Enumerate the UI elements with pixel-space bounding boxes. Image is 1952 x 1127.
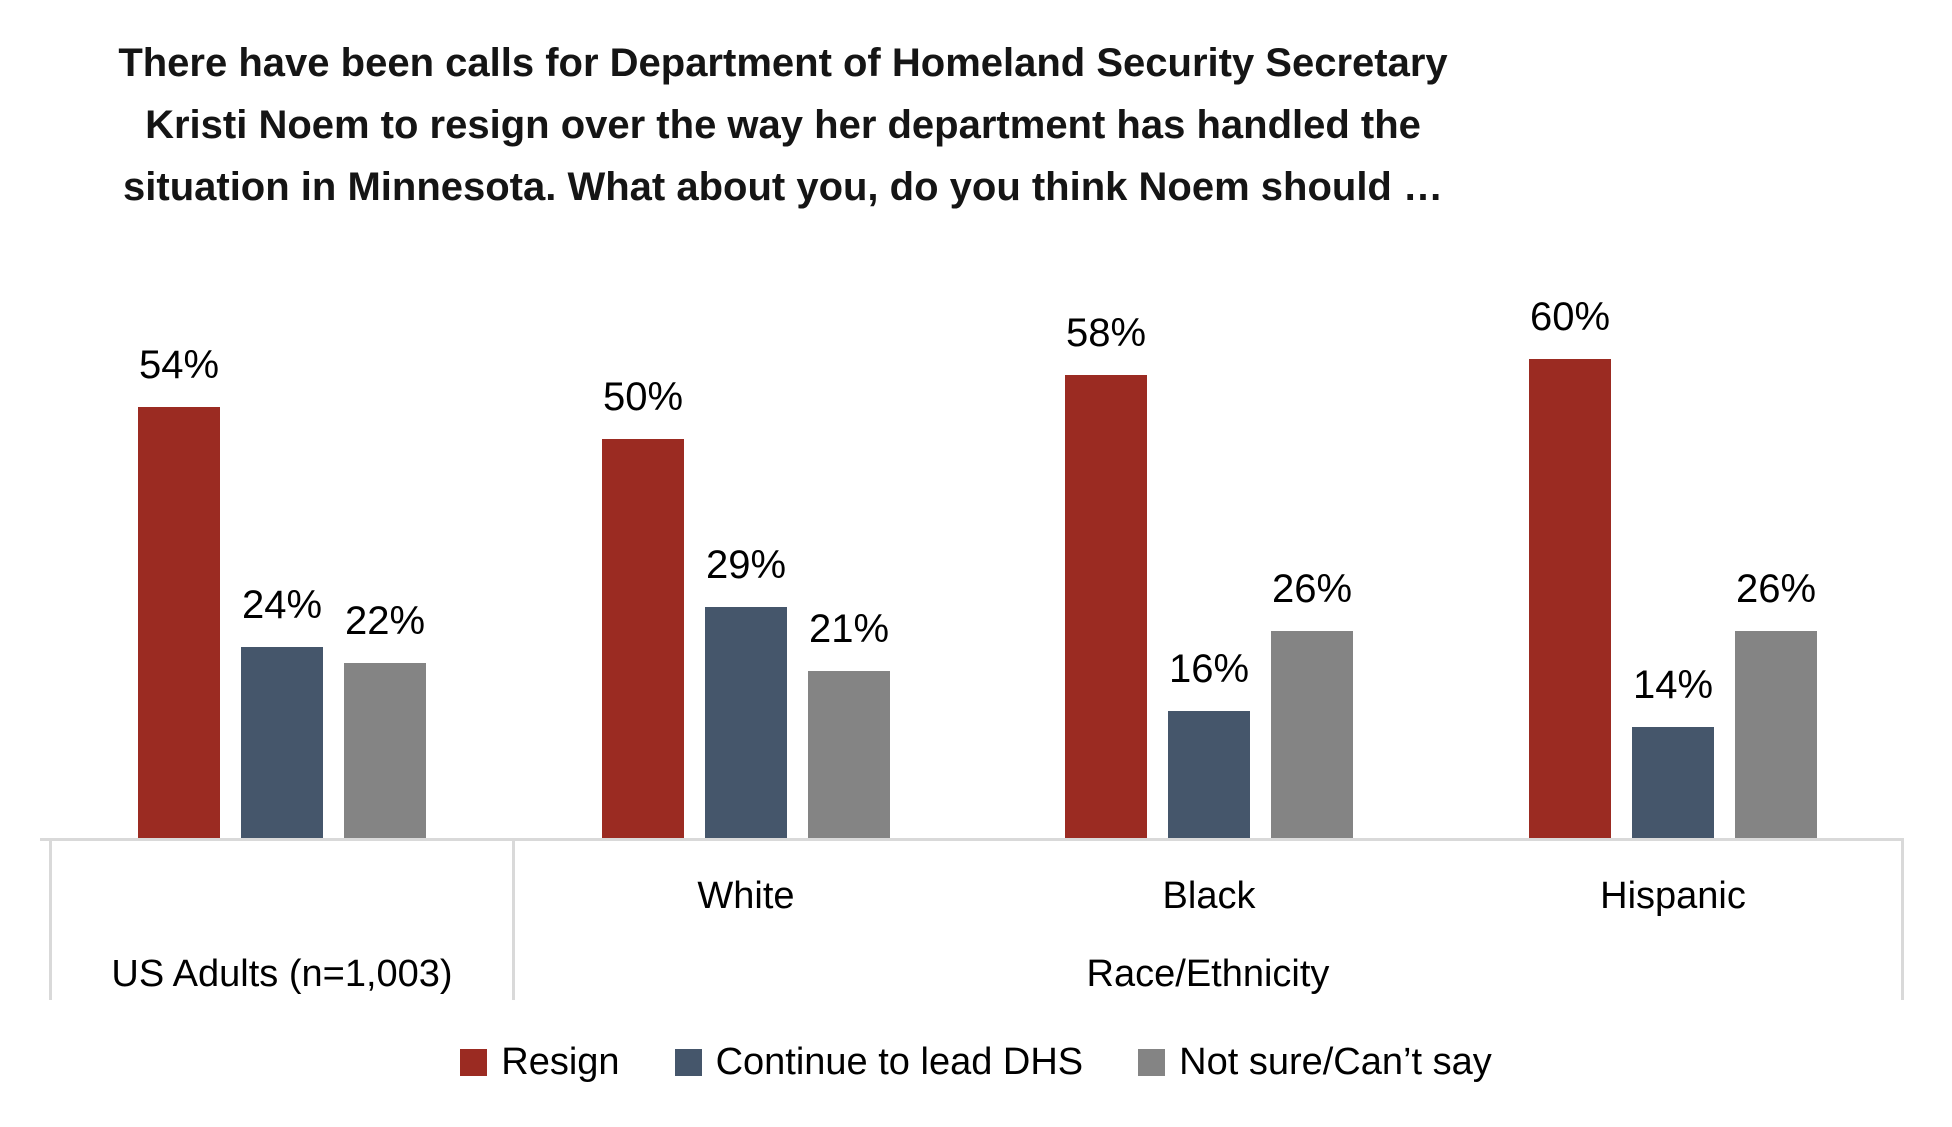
category-label-us-adults-n-1-003: US Adults (n=1,003) xyxy=(111,953,453,995)
legend-label-not-sure-can-t-say: Not sure/Can’t say xyxy=(1179,1041,1492,1083)
chart-title-line-1: There have been calls for Department of … xyxy=(118,41,1448,85)
value-label-continue-to-lead-dhs-hispanic: 14% xyxy=(1632,663,1714,707)
plot-area: 54% 50% 58% 60% 24% 29% 16% 14% 22% 21% 26% 26% xyxy=(138,295,1817,839)
axis-divider-sections xyxy=(512,839,515,1000)
value-label-continue-to-lead-dhs-us-adults-n-1-003: 24% xyxy=(241,583,323,627)
category-label-black: Black xyxy=(1162,875,1256,917)
category-label-hispanic: Hispanic xyxy=(1600,875,1746,917)
bar-resign-us-adults-n-1-003 xyxy=(138,407,220,839)
bar-not-sure-can-t-say-us-adults-n-1-003 xyxy=(344,663,426,839)
chart-title-line-3: situation in Minnesota. What about you, … xyxy=(123,165,1443,209)
value-label-not-sure-can-t-say-white: 21% xyxy=(808,607,890,651)
bar-resign-hispanic xyxy=(1529,359,1611,839)
legend: Resign Continue to lead DHS Not sure/Can’t… xyxy=(0,1038,1952,1086)
value-label-resign-hispanic: 60% xyxy=(1529,295,1611,339)
bar-not-sure-can-t-say-white xyxy=(808,671,890,839)
value-label-resign-black: 58% xyxy=(1065,311,1147,355)
value-label-not-sure-can-t-say-us-adults-n-1-003: 22% xyxy=(344,599,426,643)
legend-label-resign: Resign xyxy=(501,1041,620,1083)
value-label-not-sure-can-t-say-hispanic: 26% xyxy=(1735,567,1817,611)
bar-not-sure-can-t-say-hispanic xyxy=(1735,631,1817,839)
bar-not-sure-can-t-say-black xyxy=(1271,631,1353,839)
axis-border-right xyxy=(1901,839,1904,1000)
value-label-not-sure-can-t-say-black: 26% xyxy=(1271,567,1353,611)
chart-title-line-2: Kristi Noem to resign over the way her d… xyxy=(145,103,1421,147)
bar-continue-to-lead-dhs-us-adults-n-1-003 xyxy=(241,647,323,839)
legend-item-resign: Resign xyxy=(460,1038,620,1086)
axis-border-left xyxy=(49,839,52,1000)
bar-resign-white xyxy=(602,439,684,839)
value-label-continue-to-lead-dhs-white: 29% xyxy=(705,543,787,587)
legend-swatch-not-sure-can-t-say xyxy=(1138,1048,1166,1076)
category-label-white: White xyxy=(697,875,795,917)
legend-label-continue-to-lead-dhs: Continue to lead DHS xyxy=(715,1041,1084,1083)
x-axis-line xyxy=(40,838,1904,841)
legend-swatch-resign xyxy=(460,1048,488,1076)
bar-continue-to-lead-dhs-white xyxy=(705,607,787,839)
value-label-resign-white: 50% xyxy=(602,375,684,419)
bar-continue-to-lead-dhs-black xyxy=(1168,711,1250,839)
section-label-race-ethnicity: Race/Ethnicity xyxy=(1086,953,1330,995)
value-label-resign-us-adults-n-1-003: 54% xyxy=(138,343,220,387)
legend-item-not-sure-can-t-say: Not sure/Can’t say xyxy=(1138,1038,1492,1086)
chart-title: There have been calls for Department of … xyxy=(0,32,1566,218)
bar-resign-black xyxy=(1065,375,1147,839)
legend-swatch-continue-to-lead-dhs xyxy=(674,1048,702,1076)
bar-continue-to-lead-dhs-hispanic xyxy=(1632,727,1714,839)
value-label-continue-to-lead-dhs-black: 16% xyxy=(1168,647,1250,691)
legend-item-continue-to-lead-dhs: Continue to lead DHS xyxy=(674,1038,1084,1086)
